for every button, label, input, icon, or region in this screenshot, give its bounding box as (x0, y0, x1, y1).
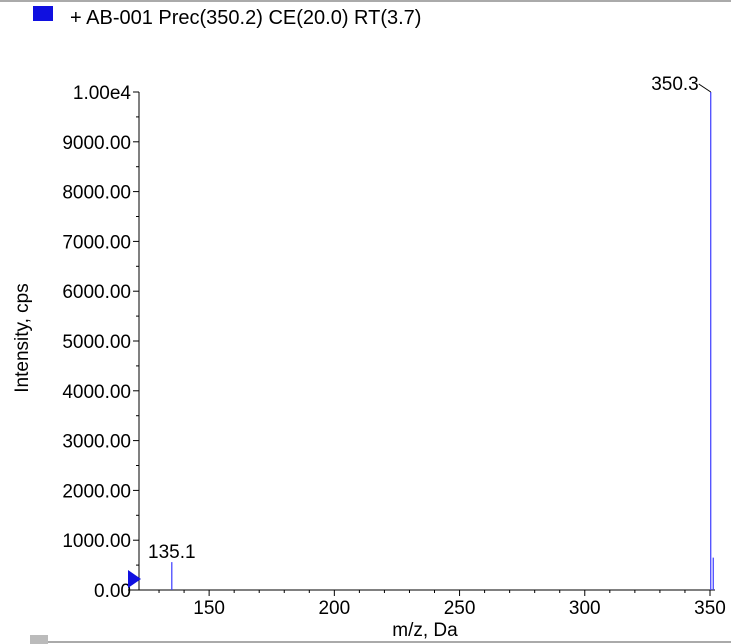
x-axis-title: m/z, Da (392, 620, 458, 641)
y-tick-label: 1.00e4 (73, 83, 132, 104)
y-tick-label: 9000.00 (62, 133, 131, 154)
x-tick-label: 300 (569, 598, 601, 619)
y-tick-label: 7000.00 (62, 232, 131, 253)
axes (128, 92, 715, 591)
y-tick-label: 3000.00 (62, 432, 131, 453)
x-tick-label: 200 (318, 598, 350, 619)
x-tick-label: 350 (694, 598, 726, 619)
y-tick-label: 1000.00 (62, 531, 131, 552)
legend-swatch (33, 6, 53, 21)
peak-annotations: 350.3 135.1 (148, 74, 712, 563)
y-axis-ticks: 0.00 1000.00 2000.00 3000.00 4000.00 5000.00 6… (62, 83, 139, 602)
y-tick-label: 6000.00 (62, 282, 131, 303)
y-tick-label: 5000.00 (62, 332, 131, 353)
y-axis-title: Intensity, cps (12, 283, 33, 392)
x-tick-label: 150 (193, 598, 225, 619)
peak-label: 135.1 (148, 542, 196, 563)
y-tick-label: 0.00 (94, 581, 131, 602)
bottom-legend-swatch (30, 635, 48, 644)
y-tick-label: 8000.00 (62, 183, 131, 204)
x-axis-ticks: 150 200 250 300 350 (158, 590, 726, 619)
peak-leader-line (698, 83, 712, 93)
peak-series (171, 92, 714, 590)
legend-label: + AB-001 Prec(350.2) CE(20.0) RT(3.7) (70, 7, 421, 29)
peak-label: 350.3 (651, 74, 699, 95)
x-tick-label: 250 (444, 598, 476, 619)
y-tick-label: 4000.00 (62, 382, 131, 403)
cursor-marker-icon[interactable] (128, 570, 141, 588)
y-tick-label: 2000.00 (62, 481, 131, 502)
legend: + AB-001 Prec(350.2) CE(20.0) RT(3.7) (33, 6, 421, 29)
